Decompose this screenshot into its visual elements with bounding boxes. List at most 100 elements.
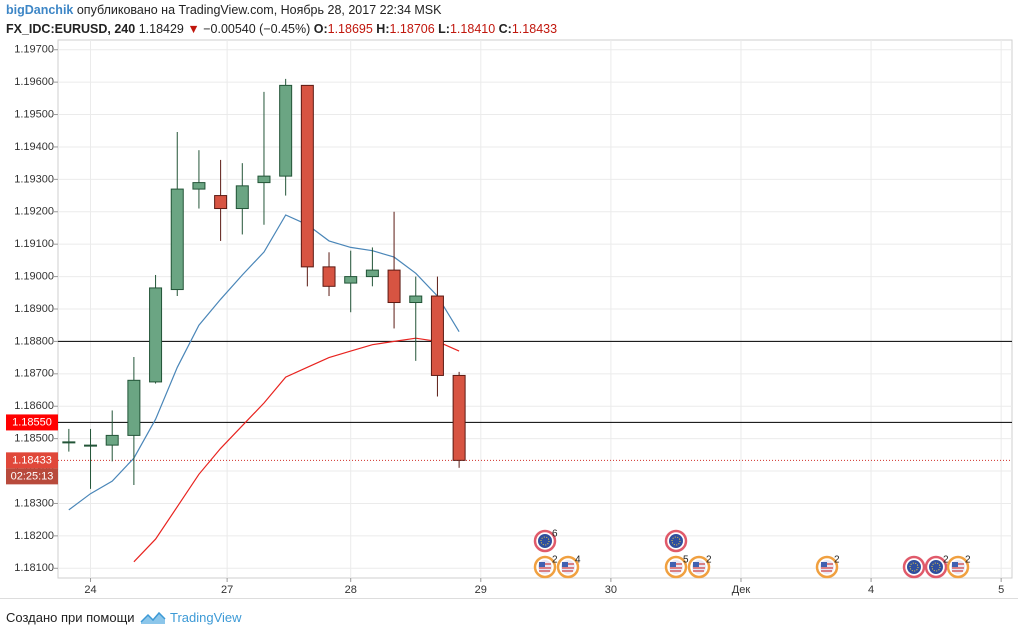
y-tick-label: 1.18900 — [14, 303, 54, 315]
candle-body — [170, 188, 184, 291]
event-count: 6 — [552, 529, 558, 540]
candle-body — [62, 441, 76, 444]
x-tick-label: 24 — [84, 584, 96, 596]
event-flag-canton — [693, 562, 699, 567]
x-tick-label: 30 — [605, 584, 617, 596]
event-flag-stripes — [539, 563, 551, 572]
candle-body — [105, 434, 119, 446]
x-tick-label: 5 — [998, 584, 1004, 596]
chart: 1.181001.182001.183001.184001.185001.186… — [6, 39, 1013, 596]
y-tick-label: 1.19000 — [14, 270, 54, 282]
countdown-box — [6, 468, 58, 485]
y-tick-label: 1.19400 — [14, 141, 54, 153]
candle-body — [387, 269, 401, 304]
y-tick-label: 1.19700 — [14, 44, 54, 56]
event-flag-canton — [952, 562, 958, 567]
open-label: O: — [313, 22, 328, 36]
x-tick-label: 28 — [345, 584, 357, 596]
y-tick-label: 1.19200 — [14, 206, 54, 218]
symbol-line: FX_IDC:EURUSD, 240 1.18429 ▼ −0.00540 (−… — [6, 22, 557, 36]
candle-body — [322, 266, 336, 287]
candle-body — [452, 374, 466, 461]
event-flag — [907, 560, 921, 574]
low-label: L: — [438, 22, 450, 36]
close: 1.18433 — [511, 22, 558, 36]
candle-body — [300, 84, 314, 268]
x-tick-label: 29 — [475, 584, 487, 596]
event-flag-stripes — [670, 563, 682, 572]
price-label-box — [6, 414, 58, 431]
event-stars — [909, 562, 919, 572]
event-count: 2 — [552, 555, 558, 566]
x-tick-label: 4 — [868, 584, 874, 596]
candle-body — [235, 185, 249, 210]
footer: Создано при помощи TradingView — [0, 598, 1018, 637]
event-count: 5 — [683, 555, 689, 566]
event-stars — [540, 536, 550, 546]
candle-body — [149, 287, 163, 383]
event-flag — [538, 534, 552, 548]
event-flag-canton — [539, 562, 545, 567]
logo — [140, 611, 166, 624]
event-count: 2 — [943, 555, 949, 566]
y-tick-label: 1.18500 — [14, 433, 54, 445]
candle-body — [214, 195, 228, 210]
event-flag-stripes — [562, 563, 574, 572]
event-stars — [931, 562, 941, 572]
candle-body — [127, 379, 141, 436]
brand[interactable]: TradingView — [170, 610, 242, 625]
event-count: 2 — [706, 555, 712, 566]
candle-body — [257, 175, 271, 184]
open: 1.18695 — [327, 22, 373, 36]
candle-body — [192, 182, 206, 190]
y-tick-label: 1.18100 — [14, 562, 54, 574]
y-tick-label: 1.18300 — [14, 497, 54, 509]
header-line: bigDanchik опубликовано на TradingView.c… — [6, 3, 441, 17]
event-count: 2 — [965, 555, 971, 566]
arrow: ▼ — [187, 22, 200, 36]
change: −0.00540 (−0.45%) — [203, 22, 311, 36]
event-stars — [671, 536, 681, 546]
candle-body — [430, 295, 444, 376]
high-label: H: — [376, 22, 390, 36]
author[interactable]: bigDanchik — [6, 3, 74, 17]
event-count: 4 — [575, 555, 581, 566]
event-count: 2 — [834, 555, 840, 566]
event-icons: 6 2 4 5 2 2 2 2 — [533, 529, 971, 579]
event-flag-stripes — [821, 563, 833, 572]
y-tick-label: 1.19300 — [14, 173, 54, 185]
price-label-box — [6, 452, 58, 469]
event-flag-canton — [562, 562, 568, 567]
y-tick-label: 1.19600 — [14, 76, 54, 88]
close-label: C: — [498, 22, 512, 36]
x-tick-label: 27 — [221, 584, 233, 596]
y-tick-label: 1.18700 — [14, 368, 54, 380]
y-tick-label: 1.19100 — [14, 238, 54, 250]
price-label: 1.18433 — [12, 454, 52, 466]
event-flag — [669, 534, 683, 548]
countdown: 02:25:13 — [11, 470, 54, 482]
candle-body — [279, 84, 293, 177]
event-flag-stripes — [693, 563, 705, 572]
event-flag-canton — [821, 562, 827, 567]
x-tick-label: Дек — [732, 584, 751, 596]
symbol: FX_IDC:EURUSD, 240 — [6, 22, 136, 36]
event-flag — [929, 560, 943, 574]
price-label: 1.18550 — [12, 416, 52, 428]
last: 1.18429 — [138, 22, 184, 36]
candle-body — [409, 295, 423, 304]
event-flag-canton — [670, 562, 676, 567]
low: 1.18410 — [449, 22, 496, 36]
y-tick-label: 1.18800 — [14, 335, 54, 347]
y-tick-label: 1.18200 — [14, 530, 54, 542]
candle-body — [344, 276, 358, 284]
made-with: Создано при помощи — [6, 610, 135, 625]
y-tick-label: 1.19500 — [14, 108, 54, 120]
y-tick-label: 1.18600 — [14, 400, 54, 412]
candle-body — [365, 269, 379, 278]
event-flag-stripes — [952, 563, 964, 572]
published: опубликовано на TradingView.com, Ноябрь … — [76, 3, 442, 17]
high: 1.18706 — [389, 22, 435, 36]
moving-average-line — [133, 337, 460, 563]
